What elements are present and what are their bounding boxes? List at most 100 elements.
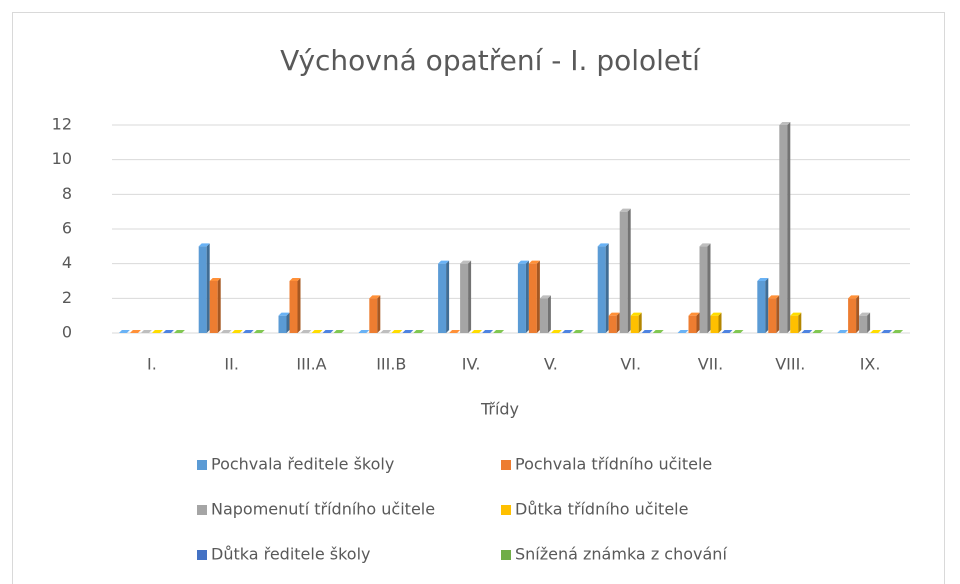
bar xyxy=(278,312,290,333)
bar-face xyxy=(707,243,711,333)
bar xyxy=(597,243,609,333)
bar-face xyxy=(528,260,540,264)
bar-face xyxy=(779,122,791,125)
bar-face xyxy=(787,122,791,333)
bar-face xyxy=(297,278,301,333)
bar xyxy=(779,122,791,333)
bar xyxy=(630,312,642,333)
bar-face xyxy=(859,312,871,316)
y-tick-label: 12 xyxy=(52,115,72,134)
x-axis-title: Třídy xyxy=(480,400,519,419)
bar xyxy=(677,330,689,333)
bar-face xyxy=(732,330,744,333)
bar-face xyxy=(413,330,425,333)
bar xyxy=(561,330,573,333)
legend-swatch xyxy=(197,505,207,515)
legend-swatch xyxy=(501,460,511,470)
bar-face xyxy=(242,330,254,333)
bar xyxy=(641,330,653,333)
bar-face xyxy=(300,330,312,333)
bar xyxy=(881,330,893,333)
bar xyxy=(300,330,312,333)
bar-face xyxy=(757,281,766,333)
bar xyxy=(140,330,152,333)
bar-face xyxy=(471,330,483,333)
legend-swatch xyxy=(197,550,207,560)
x-tick-label: III.B xyxy=(376,355,406,374)
bar-face xyxy=(140,330,152,333)
bar-face xyxy=(790,312,802,316)
bar xyxy=(380,330,392,333)
bar-face xyxy=(572,330,584,333)
legend-label: Snížená známka z chování xyxy=(515,545,727,564)
bar xyxy=(438,260,450,333)
bar-face xyxy=(801,330,813,333)
bar xyxy=(652,330,664,333)
bar xyxy=(550,330,562,333)
x-tick-label: V. xyxy=(544,355,558,374)
x-tick-label: I. xyxy=(147,355,157,374)
x-tick-label: VII. xyxy=(698,355,723,374)
y-tick-label: 4 xyxy=(62,253,72,272)
bar-face xyxy=(322,330,334,333)
bar-face xyxy=(539,298,548,333)
bar xyxy=(848,295,860,333)
bar xyxy=(253,330,265,333)
bar xyxy=(859,312,871,333)
x-tick-label: VIII. xyxy=(775,355,805,374)
bar-face xyxy=(517,263,526,333)
bar-face xyxy=(402,330,414,333)
bar-face xyxy=(630,315,639,333)
bar-face xyxy=(449,330,461,333)
bar xyxy=(242,330,254,333)
bar xyxy=(358,330,370,333)
bar xyxy=(482,330,494,333)
bar-face xyxy=(151,330,163,333)
bar-face xyxy=(231,330,243,333)
bar-face xyxy=(438,260,450,264)
bar xyxy=(311,330,323,333)
y-tick-label: 6 xyxy=(62,219,72,238)
bar-face xyxy=(198,246,207,333)
bar-face xyxy=(460,260,472,264)
bar xyxy=(333,330,345,333)
bar-face xyxy=(710,315,719,333)
bar xyxy=(369,295,381,333)
bar xyxy=(572,330,584,333)
bar-face xyxy=(289,281,298,333)
bar-face xyxy=(536,260,540,333)
bar-face xyxy=(765,278,769,333)
bar xyxy=(619,208,631,333)
bar-face xyxy=(162,330,174,333)
chart-title: Výchovná opatření - I. pololetí xyxy=(280,44,701,77)
bar-face xyxy=(768,298,777,333)
bar xyxy=(322,330,334,333)
bar-face xyxy=(468,260,472,333)
y-tick-label: 2 xyxy=(62,288,72,307)
legend-label: Pochvala ředitele školy xyxy=(211,455,394,474)
bar-face xyxy=(525,260,529,333)
bar-face xyxy=(118,330,130,333)
bar-face xyxy=(605,243,609,333)
bar-face xyxy=(699,246,708,333)
bar xyxy=(768,295,780,333)
bar-face xyxy=(641,330,653,333)
bar xyxy=(837,330,849,333)
bar-face xyxy=(798,312,802,333)
bar-face xyxy=(688,315,697,333)
bar xyxy=(129,330,141,333)
bar-face xyxy=(278,315,287,333)
bar xyxy=(870,330,882,333)
bar-face xyxy=(859,315,868,333)
bar-face xyxy=(619,211,628,333)
x-tick-label: IV. xyxy=(462,355,481,374)
bar-face xyxy=(380,330,392,333)
bar xyxy=(710,312,722,333)
bar xyxy=(688,312,700,333)
bar xyxy=(517,260,529,333)
bar xyxy=(413,330,425,333)
x-tick-label: VI. xyxy=(620,355,641,374)
bar xyxy=(801,330,813,333)
